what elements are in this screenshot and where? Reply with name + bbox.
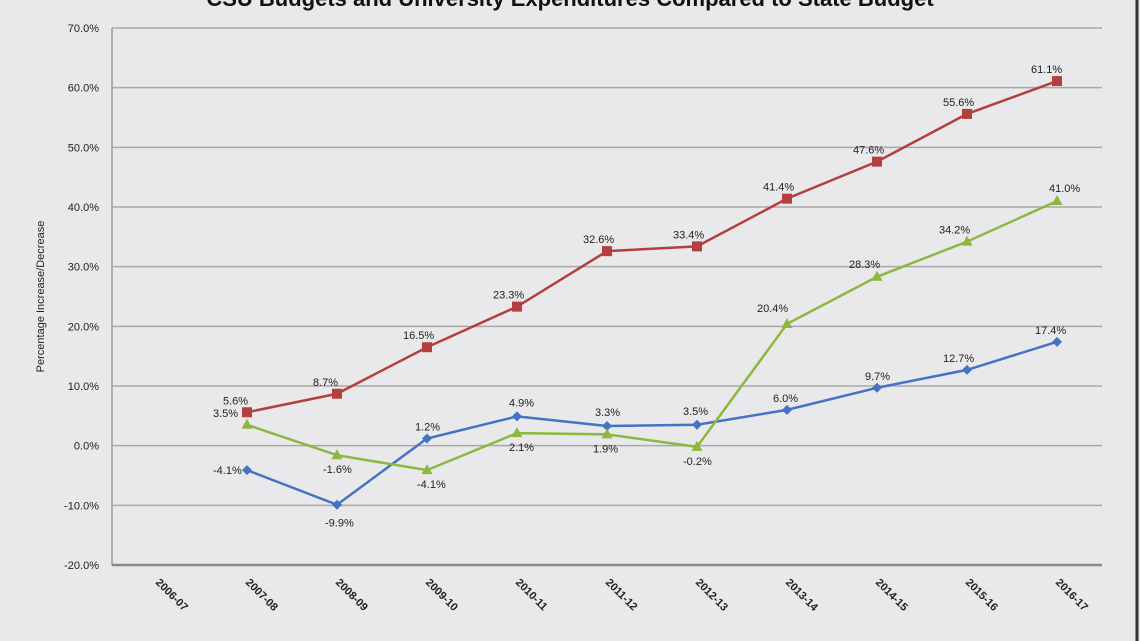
data-label: 55.6% (943, 97, 974, 109)
data-point-diamond (692, 419, 702, 430)
data-point-square (422, 342, 432, 353)
data-label: 20.4% (757, 303, 788, 315)
x-tick-label: 2012-13 (693, 577, 730, 614)
y-tick-label: 60.0% (68, 83, 99, 95)
x-tick-label: 2013-14 (783, 577, 821, 615)
data-label: 8.7% (313, 377, 338, 389)
y-tick-label: 70.0% (68, 23, 99, 35)
data-point-square (962, 108, 972, 119)
data-label: 1.2% (415, 422, 440, 434)
x-tick-label: 2008-09 (333, 577, 370, 614)
y-tick-label: 50.0% (68, 142, 99, 154)
data-point-diamond (1052, 336, 1062, 347)
data-point-triangle (871, 270, 883, 281)
data-label: 9.7% (865, 371, 890, 383)
data-point-triangle (601, 428, 613, 439)
y-tick-label: -20.0% (64, 560, 99, 572)
data-point-diamond (512, 411, 522, 422)
data-label: 1.9% (593, 443, 618, 455)
data-label: 17.4% (1035, 325, 1066, 337)
data-label: -1.6% (323, 464, 352, 476)
data-label: 61.1% (1031, 64, 1062, 76)
data-point-square (602, 246, 612, 257)
data-label: 16.5% (403, 330, 434, 342)
data-point-triangle (781, 317, 793, 328)
data-point-triangle (691, 440, 703, 451)
data-point-square (512, 301, 522, 312)
data-label: 2.1% (509, 442, 534, 454)
series-line (246, 199, 1058, 472)
data-point-triangle (1051, 195, 1063, 206)
data-point-square (242, 407, 252, 418)
series-square: 5.6% 8.7% 16.5% 23.3% 32.6% 33.4% 41.4% 47.6% 55… (223, 64, 1062, 418)
data-label: -4.1% (417, 479, 446, 491)
x-tick-label: 2015-16 (963, 577, 1000, 614)
x-tick-label: 2009-10 (423, 577, 460, 614)
data-point-triangle (421, 464, 433, 475)
data-point-diamond (332, 499, 342, 510)
data-label: 3.5% (213, 408, 238, 420)
series-line (246, 79, 1058, 414)
data-point-triangle (331, 449, 343, 460)
data-label: 3.3% (595, 407, 620, 419)
data-point-diamond (422, 433, 432, 444)
y-tick-label: 30.0% (68, 262, 99, 274)
x-tick-label: 2010-11 (513, 577, 550, 614)
data-label: 33.4% (673, 229, 704, 241)
data-label: 28.3% (849, 259, 880, 271)
x-tick-label: 2016-17 (1053, 577, 1090, 614)
data-label: -9.9% (325, 518, 354, 530)
data-label: -0.2% (683, 456, 712, 468)
y-tick-label: 20.0% (68, 321, 99, 333)
data-label: 4.9% (509, 397, 534, 409)
x-tick-label: 2006-07 (153, 577, 190, 614)
x-tick-label: 2007-08 (243, 577, 280, 614)
data-label: 41.4% (763, 182, 794, 194)
data-point-diamond (872, 382, 882, 393)
data-point-square (692, 241, 702, 252)
data-label: 6.0% (773, 393, 798, 405)
data-point-triangle (241, 418, 253, 429)
data-label: 23.3% (493, 290, 524, 302)
data-point-square (332, 388, 342, 399)
data-label: 34.2% (939, 225, 970, 237)
data-label: 47.6% (853, 145, 884, 157)
data-point-square (872, 156, 882, 167)
series-triangle: 3.5% -1.6% -4.1% 2.1% 1.9% -0.2% 20.4% 28.3% 34.… (213, 183, 1080, 491)
series-line (246, 340, 1058, 507)
data-point-diamond (782, 404, 792, 415)
data-label: 5.6% (223, 395, 248, 407)
data-label: 32.6% (583, 234, 614, 246)
chart-title: CSU Budgets and University Expenditures … (0, 0, 1140, 12)
data-point-diamond (242, 465, 252, 476)
y-axis-label: Percentage Increase/Decrease (35, 221, 47, 373)
x-tick-label: 2011-12 (603, 577, 640, 614)
x-tick-label: 2014-15 (873, 577, 910, 614)
y-tick-label: 0.0% (74, 441, 99, 453)
data-point-square (782, 193, 792, 204)
data-point-triangle (511, 427, 523, 438)
y-tick-label: 40.0% (68, 202, 99, 214)
data-point-square (1052, 76, 1062, 87)
data-label: 3.5% (683, 406, 708, 418)
series-diamond: -4.1% -9.9% 1.2% 4.9% 3.3% 3.5% 6.0% 9.7% 12.7% 1… (213, 325, 1066, 530)
data-label: -4.1% (213, 465, 242, 477)
data-label: 41.0% (1049, 183, 1080, 195)
data-point-triangle (961, 235, 973, 246)
y-tick-label: -10.0% (64, 500, 99, 512)
y-tick-label: 10.0% (68, 381, 99, 393)
data-label: 12.7% (943, 353, 974, 365)
data-point-diamond (602, 420, 612, 431)
data-point-diamond (962, 364, 972, 375)
